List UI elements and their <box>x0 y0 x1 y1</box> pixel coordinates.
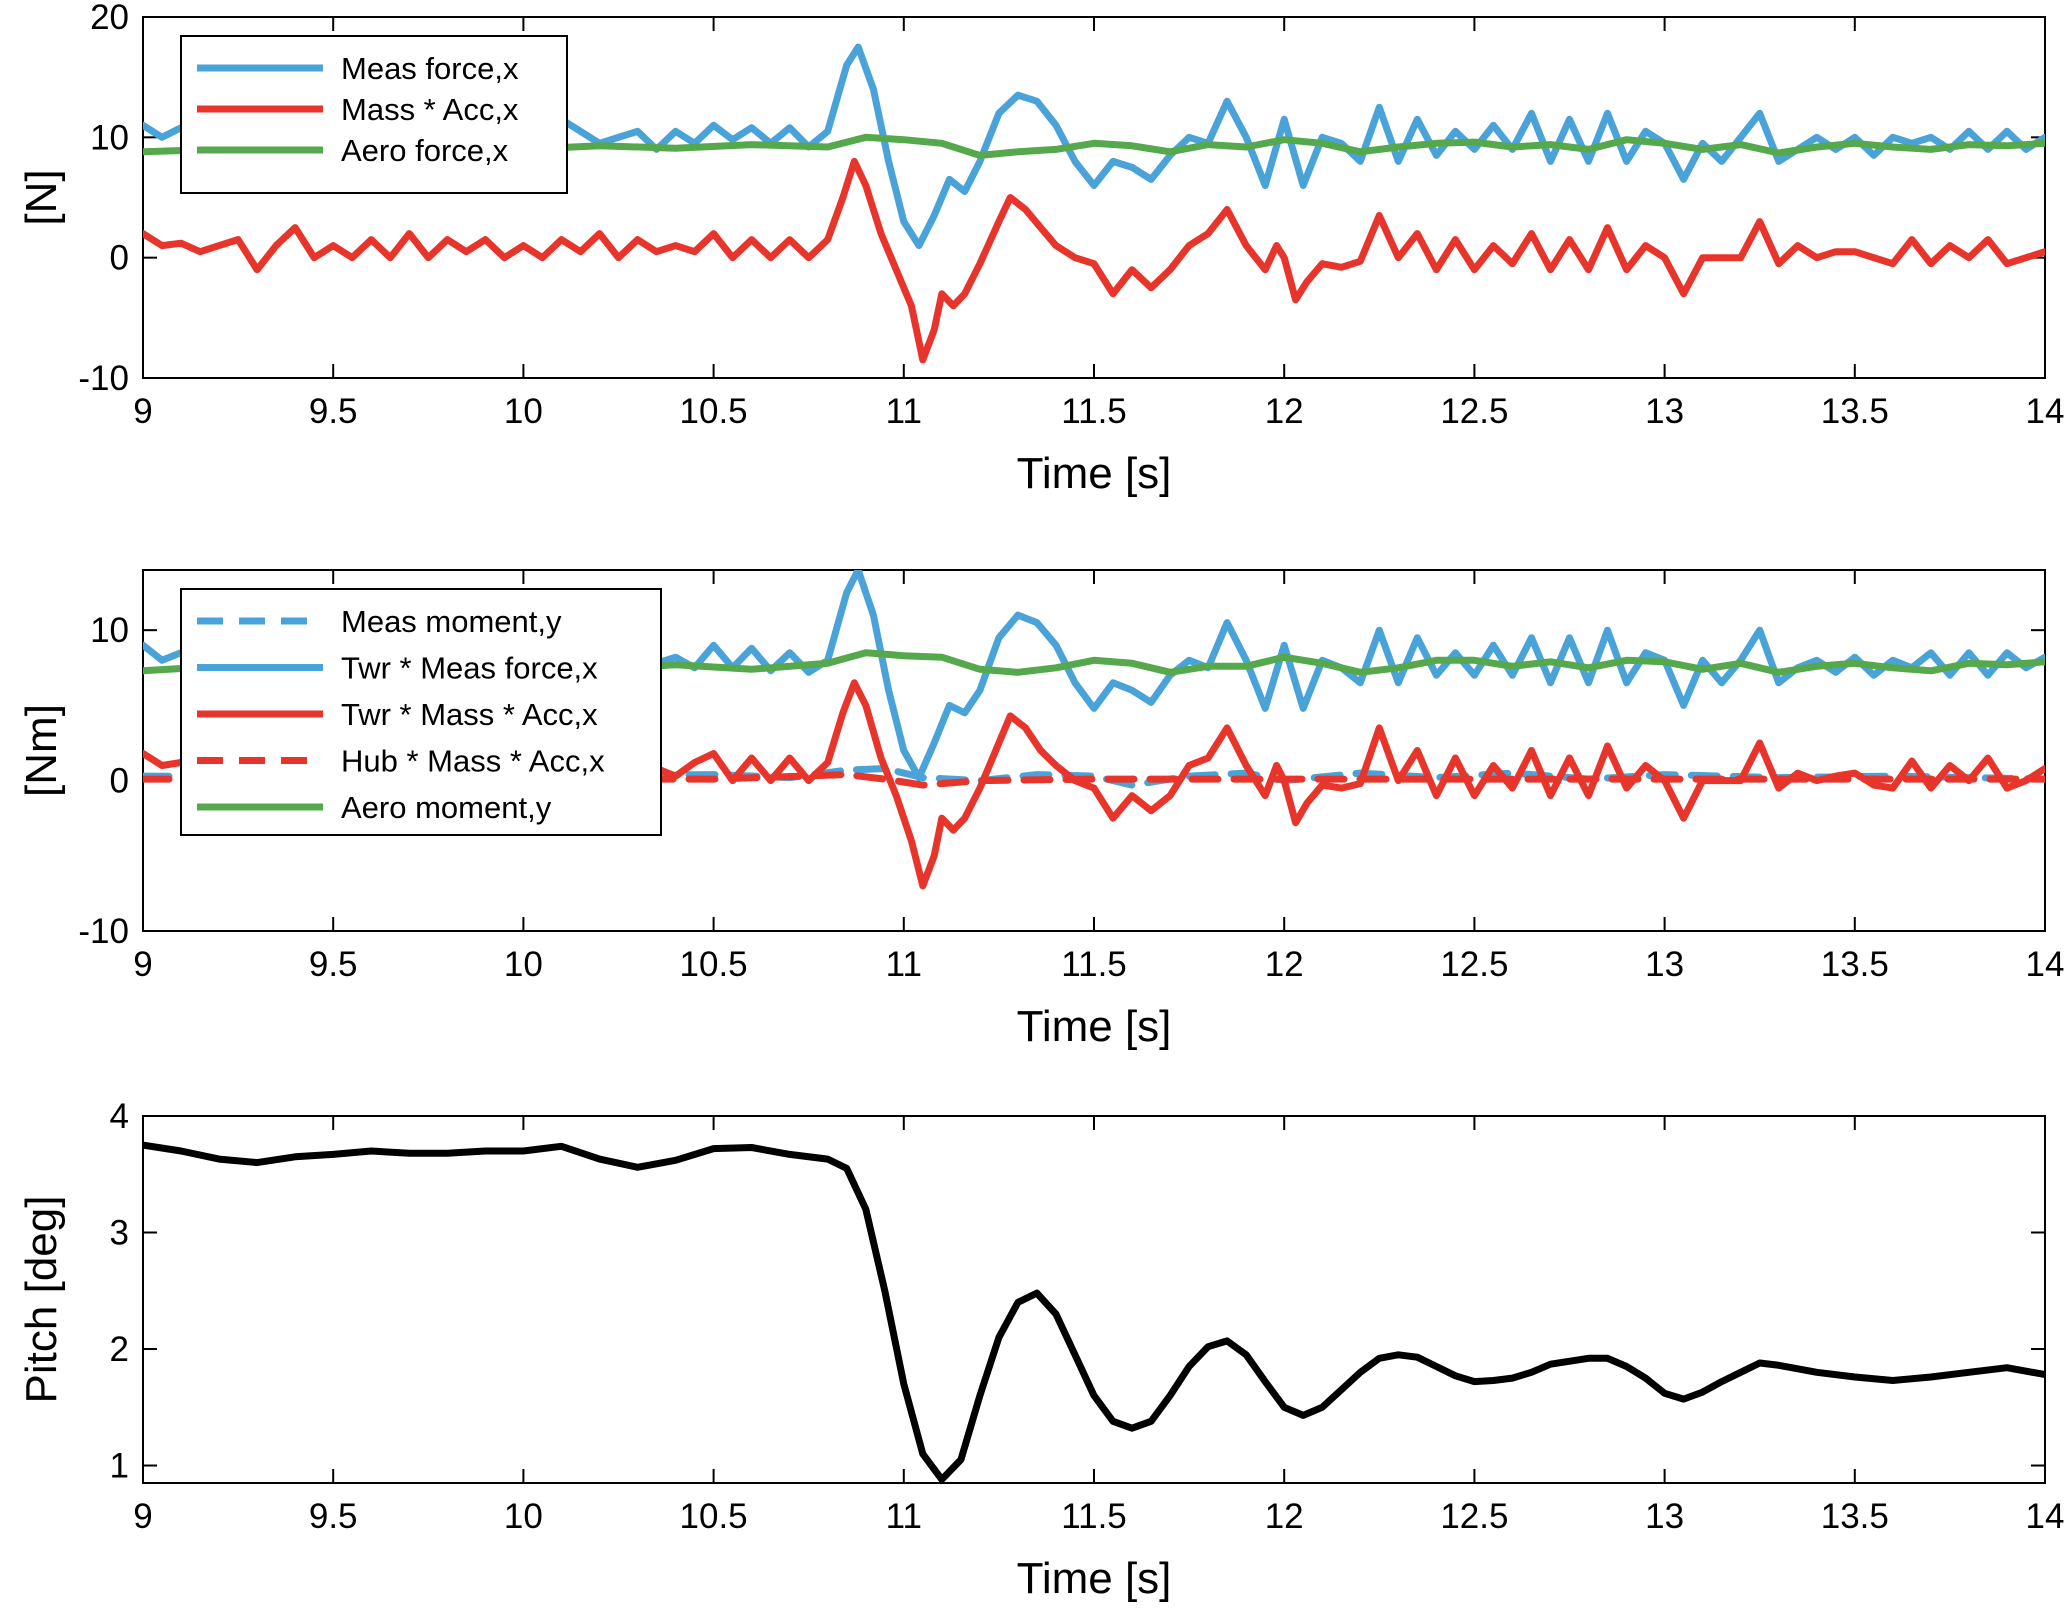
x-tick-label: 10.5 <box>680 945 748 984</box>
legend: Meas force,x Mass * Acc,x Aero force,x <box>180 35 568 194</box>
x-tick-label: 12.5 <box>1440 392 1508 431</box>
x-tick-label: 11 <box>886 1497 922 1536</box>
legend-label: Aero force,x <box>341 133 509 168</box>
y-tick-label: 0 <box>110 762 129 801</box>
series-line <box>143 570 2045 782</box>
x-axis-label: Time [s] <box>1017 1554 1172 1603</box>
panel-2: 9 9.5 10 10.5 11 11.5 12 12.5 13 13.5 14 -10 0 10 Time… <box>17 569 2065 1051</box>
series-line <box>143 1141 2045 1483</box>
series-line <box>143 133 2045 159</box>
y-axis-label: Pitch [deg] <box>17 1196 66 1404</box>
legend-label: Hub * Mass * Acc,x <box>341 744 605 779</box>
y-tick-label: 3 <box>110 1214 129 1253</box>
x-tick-label: 10 <box>504 1497 543 1536</box>
x-tick-label: 11.5 <box>1061 392 1127 431</box>
series-group <box>143 570 2045 890</box>
x-tick-label: 10.5 <box>680 392 748 431</box>
legend-box <box>180 35 568 194</box>
legend-label: Mass * Acc,x <box>341 92 519 127</box>
legend-label: Meas force,x <box>341 51 519 86</box>
y-tick-label: 20 <box>90 0 129 37</box>
legend: Meas moment,y Twr * Meas force,x Twr * Mas… <box>180 588 662 836</box>
series-line <box>143 679 2045 890</box>
x-tick-label: 13.5 <box>1821 1497 1889 1536</box>
y-tick-label: 1 <box>110 1447 129 1486</box>
x-axis-label: Time [s] <box>1017 1002 1172 1051</box>
x-tick-label: 9.5 <box>309 392 358 431</box>
y-axis-label: [N] <box>17 169 66 225</box>
x-tick-label: 9 <box>133 392 152 431</box>
y-tick-label: 0 <box>110 239 129 278</box>
x-tick-label: 9 <box>133 945 152 984</box>
x-tick-label: 12.5 <box>1440 945 1508 984</box>
x-tick-label: 11 <box>886 392 922 431</box>
series-line <box>143 771 2045 789</box>
x-tick-label: 12.5 <box>1440 1497 1508 1536</box>
series-line <box>143 157 2045 364</box>
series-group <box>143 43 2045 364</box>
y-tick-label: 2 <box>110 1330 129 1369</box>
x-tick-label: 10 <box>504 392 543 431</box>
y-tick-label: 10 <box>90 611 129 650</box>
x-axis-label: Time [s] <box>1017 449 1172 498</box>
y-tick-label: 10 <box>90 118 129 157</box>
x-tick-label: 13 <box>1645 392 1684 431</box>
y-tick-label: -10 <box>78 359 129 398</box>
x-tick-label: 13 <box>1645 945 1684 984</box>
y-axis-label: [Nm] <box>17 704 66 797</box>
x-tick-label: 13.5 <box>1821 392 1889 431</box>
legend-label: Twr * Mass * Acc,x <box>341 697 598 732</box>
x-tick-label: 11.5 <box>1061 945 1127 984</box>
legend-label: Aero moment,y <box>341 790 552 825</box>
x-tick-label: 12 <box>1265 945 1304 984</box>
x-tick-label: 9.5 <box>309 945 358 984</box>
y-tick-label: -10 <box>78 912 129 951</box>
x-tick-label: 14 <box>2026 392 2065 431</box>
x-tick-label: 13 <box>1645 1497 1684 1536</box>
series-line <box>143 649 2045 676</box>
x-tick-label: 13.5 <box>1821 945 1889 984</box>
legend-label: Meas moment,y <box>341 604 562 639</box>
x-tick-label: 11 <box>886 945 922 984</box>
x-tick-label: 9.5 <box>309 1497 358 1536</box>
x-tick-label: 14 <box>2026 945 2065 984</box>
series-group <box>143 1141 2045 1483</box>
x-tick-label: 14 <box>2026 1497 2065 1536</box>
x-tick-label: 10.5 <box>680 1497 748 1536</box>
y-tick-label: 4 <box>110 1097 129 1136</box>
panel-1: 9 9.5 10 10.5 11 11.5 12 12.5 13 13.5 14 -10 0 10 20 Ti… <box>17 0 2064 498</box>
legend-label: Twr * Meas force,x <box>341 651 598 686</box>
x-tick-label: 12 <box>1265 392 1304 431</box>
x-tick-label: 9 <box>133 1497 152 1536</box>
x-tick-label: 11.5 <box>1061 1497 1127 1536</box>
x-tick-label: 12 <box>1265 1497 1304 1536</box>
x-tick-label: 10 <box>504 945 543 984</box>
axes-box <box>142 1115 2046 1484</box>
